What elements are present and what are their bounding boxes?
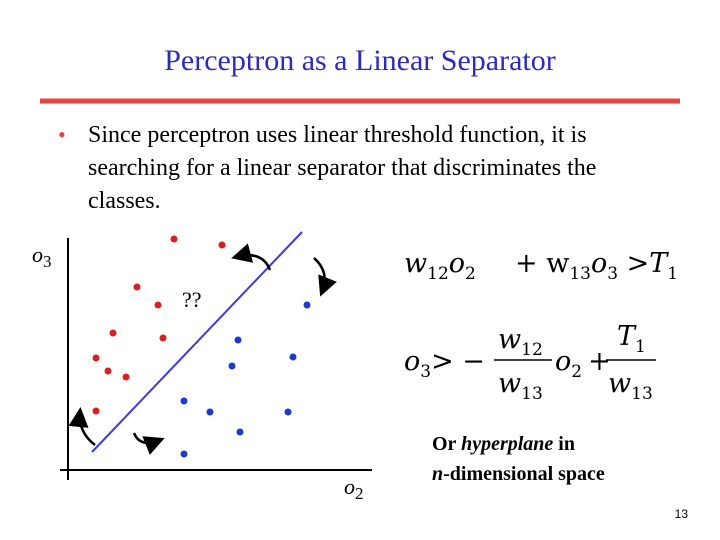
bullet-dot: • xyxy=(58,122,66,147)
text-part: 2 xyxy=(465,264,476,284)
text-part: 13 xyxy=(569,264,591,284)
equation-1: w12o2 + w13o3 >T1 xyxy=(404,248,678,286)
text-part: Or xyxy=(432,433,461,455)
text-part: w xyxy=(404,248,427,279)
red-points xyxy=(92,235,226,415)
text-part: > xyxy=(627,248,650,279)
shape xyxy=(170,235,178,243)
text-part: T xyxy=(617,321,637,352)
shape xyxy=(289,353,297,361)
text-part: o xyxy=(344,474,355,499)
shape: w13 xyxy=(608,368,653,404)
text-part: T xyxy=(649,248,669,279)
shape xyxy=(234,336,242,344)
shape xyxy=(132,432,165,455)
text-part: classes. xyxy=(88,188,161,214)
text-part: + xyxy=(588,346,611,377)
text-part: -dimensional space xyxy=(443,463,605,485)
text-part: 1 xyxy=(635,337,646,357)
shape xyxy=(231,243,272,271)
shape xyxy=(154,301,162,309)
shape xyxy=(180,397,188,405)
text-part: w xyxy=(498,324,521,355)
y-axis-label: o3 xyxy=(32,242,52,271)
question-marks: ?? xyxy=(182,287,202,312)
text-part: Since perceptron uses linear threshold f… xyxy=(88,122,587,148)
shape xyxy=(92,354,100,362)
text-part: 3 xyxy=(43,252,52,271)
text-part: o xyxy=(449,248,465,279)
page-number: 13 xyxy=(675,507,689,521)
text-part: w xyxy=(498,368,521,399)
text-part: o xyxy=(32,242,43,267)
text-part: + w xyxy=(515,248,569,279)
shape xyxy=(122,373,130,381)
shape xyxy=(284,408,292,416)
blue-points xyxy=(180,301,311,458)
x-axis-label: o2 xyxy=(344,474,364,503)
text-part: > − xyxy=(431,346,485,377)
text-part: o xyxy=(404,346,420,377)
text-part: hyperplane xyxy=(461,433,553,455)
text-part: 12 xyxy=(427,264,449,284)
shape xyxy=(180,450,188,458)
text-part: searching for a linear separator that di… xyxy=(88,155,596,181)
arrows xyxy=(68,243,337,455)
separator-line xyxy=(91,231,303,453)
text-part: 13 xyxy=(631,384,653,404)
shape xyxy=(109,329,117,337)
text-part: 1 xyxy=(667,264,678,284)
shape xyxy=(133,283,141,291)
shape xyxy=(313,257,337,297)
text-part: 3 xyxy=(607,264,618,284)
equation-2: o3> − w12 w13 o2 + T1 w13 xyxy=(404,321,656,404)
annotation: Or hyperplane in n-dimensional space xyxy=(432,433,605,485)
text-part: in xyxy=(553,433,575,455)
shape xyxy=(236,428,244,436)
text-part: 2 xyxy=(571,362,582,382)
text-part: 13 xyxy=(521,384,543,404)
shape xyxy=(228,362,236,370)
shape: w13 xyxy=(498,368,543,404)
shape xyxy=(92,407,100,415)
text-part: 12 xyxy=(521,340,543,360)
text-part: 3 xyxy=(420,362,431,382)
title: Perceptron as a Linear Separator xyxy=(164,44,555,77)
text-part: o xyxy=(555,346,571,377)
shape xyxy=(104,367,112,375)
shape: T1 xyxy=(617,321,646,357)
shape: o2 + xyxy=(555,346,611,382)
text-part: w xyxy=(608,368,631,399)
bullet-text: Since perceptron uses linear threshold f… xyxy=(88,122,602,214)
shape: o3> − xyxy=(404,346,485,382)
text-part: o xyxy=(591,248,607,279)
shape xyxy=(303,301,311,309)
shape xyxy=(68,407,96,446)
shape: w12 xyxy=(498,324,543,360)
shape xyxy=(206,408,214,416)
text-part: 2 xyxy=(355,484,364,503)
shape xyxy=(159,334,167,342)
text-part: n xyxy=(432,463,443,485)
shape xyxy=(218,241,226,249)
